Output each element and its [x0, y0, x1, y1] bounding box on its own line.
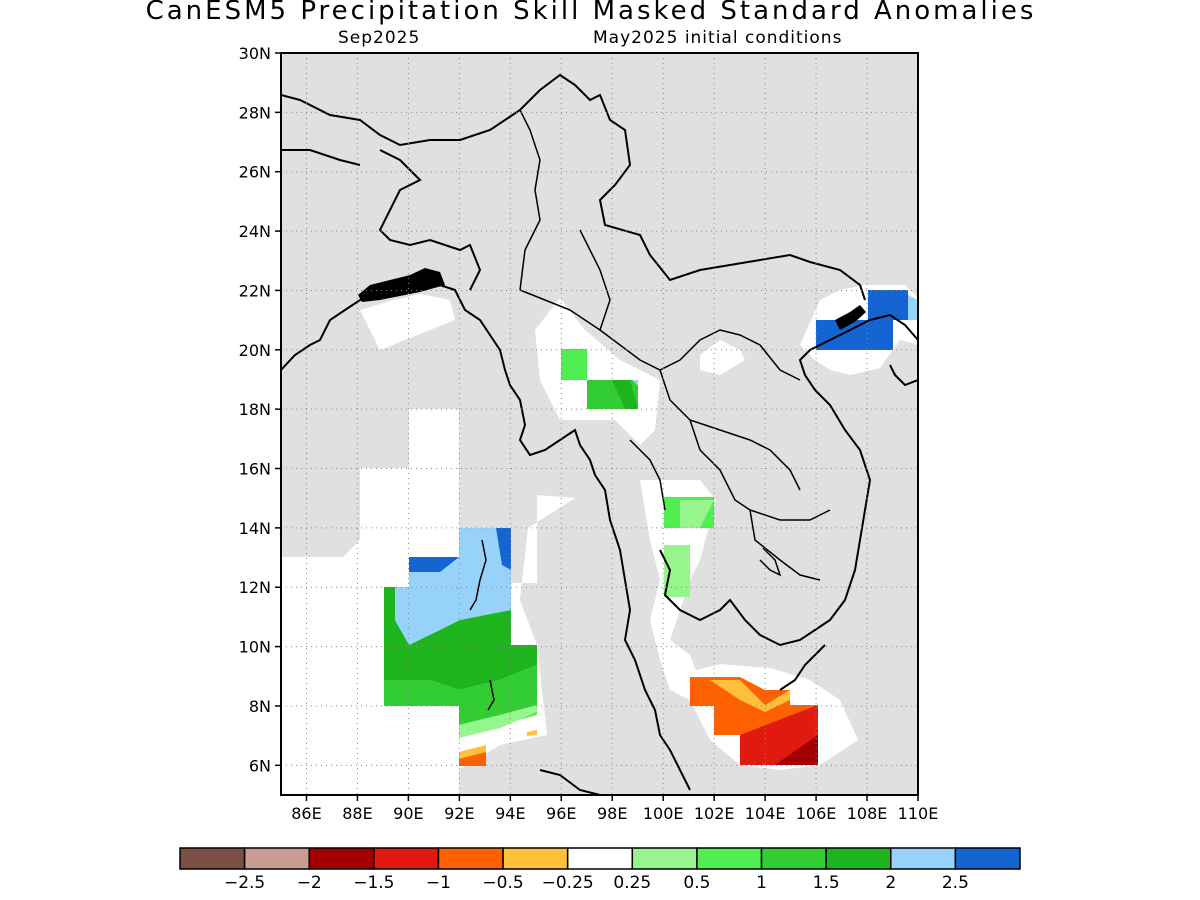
lat-tick-label: 18N	[239, 400, 271, 419]
lon-tick-label: 96E	[546, 804, 576, 823]
lat-tick-label: 16N	[239, 460, 271, 479]
colorbar-swatch	[373, 847, 440, 870]
colorbar-label: −2	[297, 873, 322, 893]
colorbar-label: 0.25	[613, 873, 651, 893]
anomaly-cell-yellow	[710, 680, 790, 712]
lat-tick-label: 26N	[239, 163, 271, 182]
lon-tick-label: 104E	[745, 804, 786, 823]
lon-tick-label: 86E	[291, 804, 321, 823]
lat-tick-label: 6N	[249, 756, 271, 775]
colorbar-label: 0.5	[683, 873, 710, 893]
lon-tick-label: 108E	[847, 804, 888, 823]
anomaly-cell-green	[384, 665, 537, 725]
anomaly-cell-light-blue	[395, 528, 511, 645]
lat-tick-label: 24N	[239, 222, 271, 241]
anomaly-cell-pale-green	[664, 545, 690, 597]
colorbar-label: −0.25	[542, 873, 594, 893]
anomaly-field	[281, 285, 918, 795]
colorbar-label: 1	[756, 873, 767, 893]
colorbar-swatch	[502, 847, 569, 870]
colorbar-swatch	[825, 847, 892, 870]
colorbar-label: −1.5	[353, 873, 394, 893]
colorbar-swatch	[179, 847, 246, 870]
anomaly-cell-yellow	[459, 745, 486, 759]
colorbar-label: −0.5	[482, 873, 523, 893]
lon-tick-label: 92E	[444, 804, 474, 823]
longitude-axis: 86E 88E 90E 92E 94E 96E 98E 100E 102E 104E 106E 108…	[291, 795, 938, 823]
anomaly-cell-light-blue	[632, 380, 638, 386]
lat-tick-label: 8N	[249, 697, 271, 716]
dense-coast	[358, 268, 866, 330]
lat-tick-label: 20N	[239, 341, 271, 360]
colorbar-label: 2	[885, 873, 896, 893]
anomaly-cell-light-blue	[908, 295, 918, 320]
anomaly-cell-blue	[409, 557, 459, 572]
grid-lines	[281, 53, 919, 795]
colorbar-label: −2.5	[224, 873, 265, 893]
lon-tick-label: 90E	[393, 804, 423, 823]
lon-tick-label: 106E	[796, 804, 837, 823]
anomaly-cell-dark-green	[384, 587, 537, 690]
colorbar-label: 1.5	[813, 873, 840, 893]
latitude-axis: 30N 28N 26N 24N 22N 20N 18N 16N 14N 12N 10N 8N 6N	[239, 44, 281, 775]
colorbar-swatch	[696, 847, 763, 870]
colorbar-swatch	[308, 847, 375, 870]
colorbar-label: −1	[426, 873, 451, 893]
lat-tick-label: 10N	[239, 638, 271, 657]
lon-tick-label: 98E	[597, 804, 627, 823]
lat-tick-label: 30N	[239, 44, 271, 63]
colorbar-swatch	[954, 847, 1021, 870]
lon-tick-label: 110E	[898, 804, 939, 823]
lon-tick-label: 102E	[694, 804, 735, 823]
forecast-month: Sep2025	[338, 28, 421, 48]
lon-tick-label: 88E	[342, 804, 372, 823]
anomaly-cell-green	[561, 349, 587, 380]
lon-tick-label: 94E	[495, 804, 525, 823]
borders	[519, 109, 831, 581]
plot-frame	[280, 52, 919, 796]
map-title: CanESM5 Precipitation Skill Masked Stand…	[145, 0, 1037, 26]
islands	[469, 539, 782, 711]
anomaly-cell-yellow	[527, 730, 537, 736]
colorbar-swatch	[243, 847, 310, 870]
anomaly-cell-green	[612, 380, 638, 409]
colorbar-swatch	[566, 847, 634, 870]
colorbar: −2.5 −2 −1.5 −1 −0.5 −0.25 0.25 0.5 1 1.5 2 2.5	[179, 847, 1021, 893]
lat-tick-label: 28N	[239, 103, 271, 122]
anomaly-cell-dark-red	[775, 735, 818, 765]
lat-tick-label: 14N	[239, 519, 271, 538]
lon-tick-label: 100E	[643, 804, 684, 823]
colorbar-swatch	[760, 847, 827, 870]
lat-tick-label: 12N	[239, 578, 271, 597]
colorbar-swatch	[890, 847, 957, 870]
anomaly-cell-orange	[459, 750, 486, 766]
colorbar-swatch	[437, 847, 504, 870]
anomaly-cell-pale-green	[459, 705, 537, 738]
initial-conditions-label: May2025 initial conditions	[593, 28, 843, 48]
colorbar-swatch	[631, 847, 698, 870]
anomaly-cell-pale-green	[680, 500, 714, 528]
colorbar-label: 2.5	[942, 873, 969, 893]
anomaly-cell-blue	[496, 528, 511, 570]
lat-tick-label: 22N	[239, 281, 271, 300]
